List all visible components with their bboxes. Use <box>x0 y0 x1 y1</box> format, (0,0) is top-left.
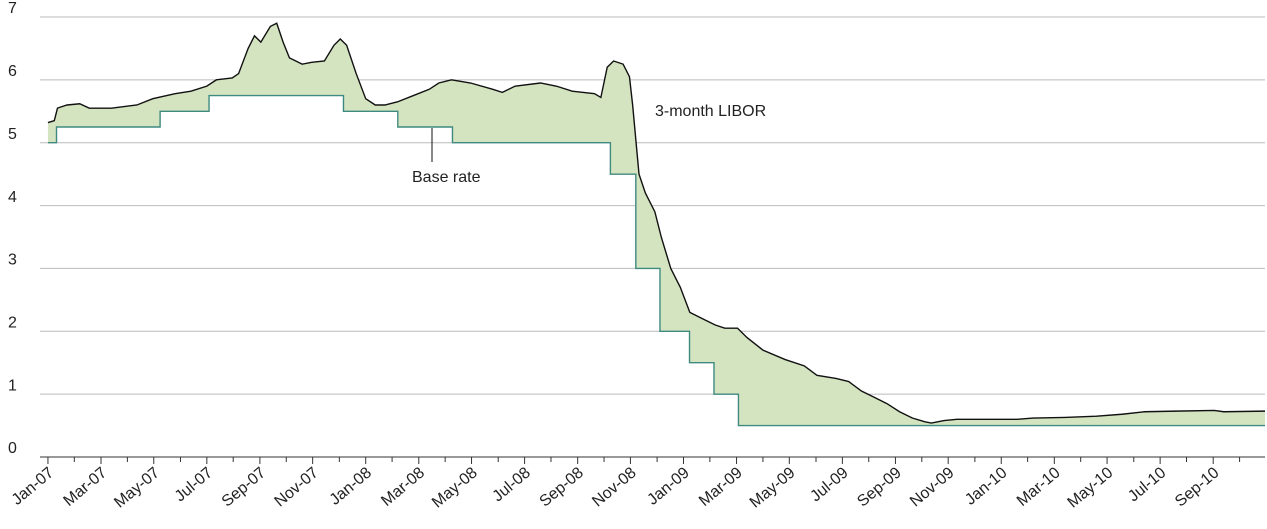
x-tick-label: May-08 <box>429 464 481 511</box>
x-tick-label: Jul-10 <box>1125 464 1169 505</box>
x-tick-label: Mar-09 <box>696 464 746 510</box>
x-tick-label: Jul-08 <box>490 464 534 505</box>
y-tick-label: 3 <box>8 252 17 269</box>
series-line <box>47 22 1266 424</box>
y-tick-label: 1 <box>8 377 17 394</box>
x-tick-label: May-07 <box>111 464 163 511</box>
x-tick-label: Sep-07 <box>219 464 270 510</box>
x-tick-label: May-09 <box>747 464 799 511</box>
y-tick-label: 2 <box>8 315 17 332</box>
series-line <box>47 94 1265 427</box>
x-tick-label: Jul-09 <box>807 464 851 505</box>
y-tick-label: 5 <box>8 126 17 143</box>
y-tick-label: 6 <box>8 63 17 80</box>
x-tick-label: Jan-08 <box>327 464 375 509</box>
x-tick-label: Jan-09 <box>644 464 692 509</box>
x-tick-label: Nov-09 <box>907 464 958 510</box>
spread-area <box>47 23 1266 426</box>
series-label: 3-month LIBOR <box>655 103 766 120</box>
y-tick-label: 0 <box>8 440 17 457</box>
x-tick-label: Jan-10 <box>962 464 1010 509</box>
series-label: Base rate <box>412 169 481 186</box>
y-tick-label: 7 <box>8 0 17 17</box>
x-tick-label: Nov-08 <box>589 464 640 510</box>
x-tick-label: Mar-07 <box>61 464 111 510</box>
x-tick-label: Jul-07 <box>172 464 216 505</box>
x-tick-label: Sep-09 <box>854 464 905 510</box>
x-tick-label: Mar-10 <box>1014 464 1064 510</box>
x-tick-label: Nov-07 <box>271 464 322 510</box>
x-tick-label: Mar-08 <box>378 464 428 510</box>
x-tick-label: Jan-07 <box>9 464 57 509</box>
x-tick-label: May-10 <box>1065 464 1117 511</box>
x-tick-label: Sep-10 <box>1172 464 1223 510</box>
x-tick-label: Sep-08 <box>536 464 587 510</box>
y-tick-label: 4 <box>8 189 17 206</box>
